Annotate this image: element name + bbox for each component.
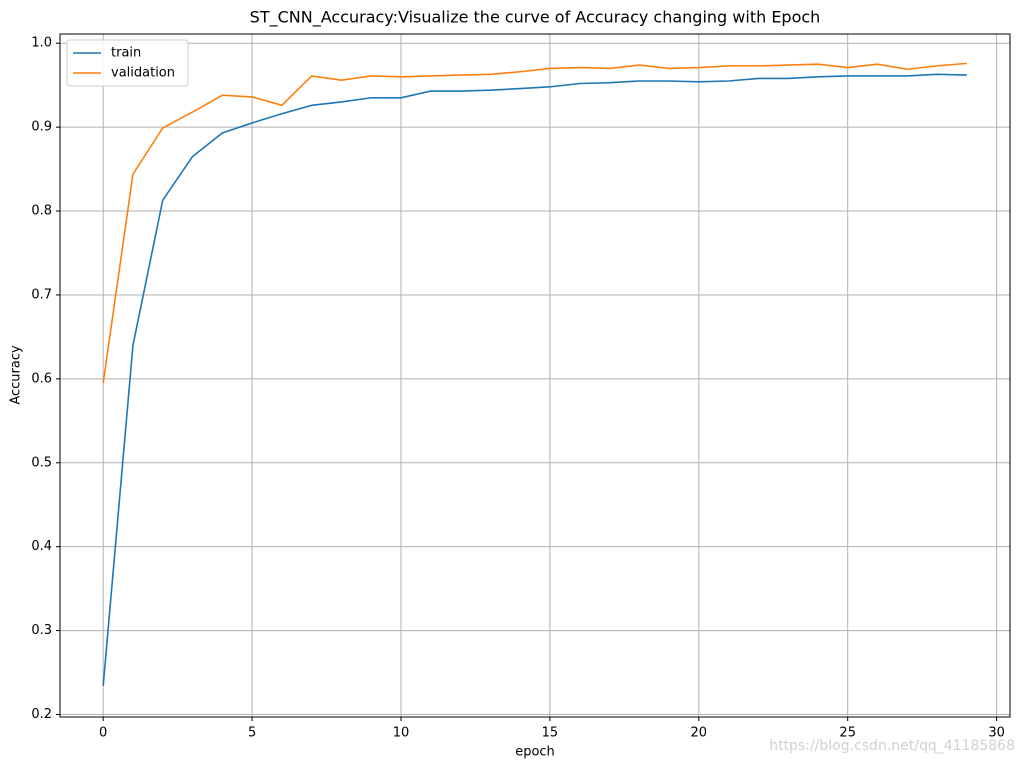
series-line [102, 73, 967, 687]
y-tick-label: 0.4 [31, 539, 52, 554]
x-tick-label: 5 [248, 726, 256, 741]
y-tick-label: 0.6 [31, 371, 52, 386]
x-tick-label: 20 [691, 726, 708, 741]
legend-label: validation [111, 66, 175, 81]
x-tick-label: 15 [542, 726, 559, 741]
chart-title: ST_CNN_Accuracy:Visualize the curve of A… [250, 8, 821, 28]
x-tick-label: 25 [839, 726, 856, 741]
series-line [102, 62, 967, 384]
y-tick-label: 0.3 [31, 623, 52, 638]
y-tick-label: 1.0 [31, 36, 52, 51]
y-tick-label: 0.5 [31, 455, 52, 470]
y-axis-label: Accuracy [9, 345, 24, 405]
legend-label: train [111, 46, 141, 61]
x-tick-label: 0 [99, 726, 107, 741]
y-tick-label: 0.8 [31, 204, 52, 219]
legend-box [66, 39, 189, 87]
plot-frame [59, 33, 1011, 718]
x-tick-label: 10 [393, 726, 410, 741]
x-axis-label: epoch [515, 745, 555, 760]
x-tick-label: 30 [988, 726, 1005, 741]
y-tick-label: 0.7 [31, 287, 52, 302]
y-tick-label: 0.9 [31, 120, 52, 135]
y-tick-label: 0.2 [31, 707, 52, 722]
watermark: https://blog.csdn.net/qq_41185868 [769, 738, 1015, 754]
